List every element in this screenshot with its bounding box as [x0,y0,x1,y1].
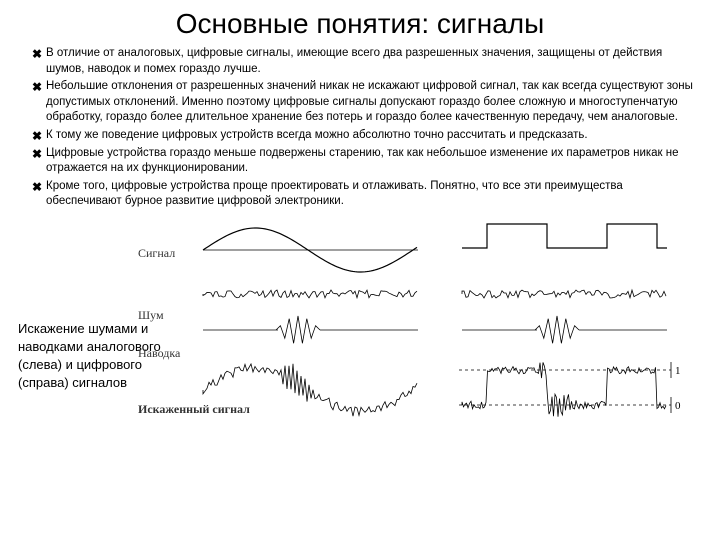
svg-text:0: 0 [675,400,681,412]
bullet-mark-icon: ✖ [32,46,46,77]
svg-text:1: 1 [675,365,681,377]
row-label: Сигнал [138,220,250,302]
row-label: Искаженный сигнал [138,386,250,462]
bullet-mark-icon: ✖ [32,146,46,177]
digital-chart: 10 [457,220,702,440]
bullet-text: В отличие от аналоговых, цифровые сигнал… [46,46,700,77]
bullet-text: Небольшие отклонения от разрешенных знач… [46,79,700,126]
bullet-list: ✖В отличие от аналоговых, цифровые сигна… [0,46,720,210]
bullet-text: Цифровые устройства гораздо меньше подве… [46,146,700,177]
bullet-mark-icon: ✖ [32,79,46,126]
row-label: Шум [138,302,250,340]
figure-area: Искажение шумами и наводками аналогового… [0,212,720,440]
bullet-text: Кроме того, цифровые устройства проще пр… [46,179,700,210]
bullet-mark-icon: ✖ [32,128,46,144]
row-label: Наводка [138,340,250,386]
analog-chart: СигналШумНаводкаИскаженный сигнал [198,220,443,440]
bullet-text: К тому же поведение цифровых устройств в… [46,128,700,144]
page-title: Основные понятия: сигналы [0,8,720,40]
bullet-mark-icon: ✖ [32,179,46,210]
